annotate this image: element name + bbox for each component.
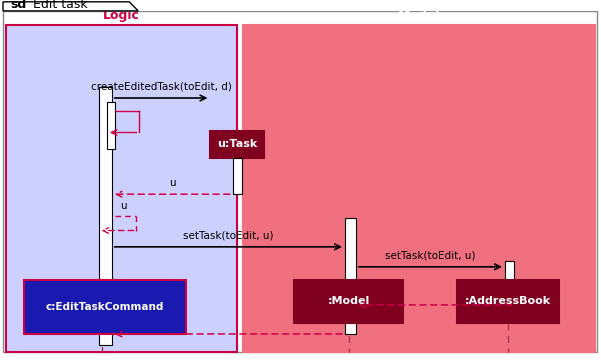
Bar	[210, 131, 264, 158]
Text: u:Task: u:Task	[218, 139, 257, 149]
Bar	[505, 261, 514, 305]
Bar	[233, 158, 242, 194]
Bar	[294, 280, 403, 323]
Bar	[345, 218, 356, 334]
Text: sd: sd	[11, 0, 27, 11]
Polygon shape	[3, 2, 138, 11]
Bar	[457, 280, 559, 323]
Text: u: u	[120, 200, 127, 211]
Bar	[0, 0, 601, 11]
Text: createEditedTask(toEdit, d): createEditedTask(toEdit, d)	[91, 81, 231, 91]
Text: setTask(toEdit, u): setTask(toEdit, u)	[183, 230, 273, 240]
Bar	[99, 87, 112, 345]
Bar	[107, 102, 115, 149]
Text: u: u	[169, 178, 175, 188]
Bar	[243, 25, 595, 352]
Text: c:EditTaskCommand: c:EditTaskCommand	[46, 302, 164, 312]
Text: Edit task: Edit task	[33, 0, 88, 11]
Text: Model: Model	[398, 9, 441, 22]
Text: Logic: Logic	[103, 9, 140, 22]
Text: :AddressBook: :AddressBook	[465, 296, 551, 306]
Text: :Model: :Model	[328, 296, 370, 306]
Bar	[24, 280, 186, 334]
Bar	[6, 25, 237, 352]
Text: setTask(toEdit, u): setTask(toEdit, u)	[385, 250, 475, 260]
